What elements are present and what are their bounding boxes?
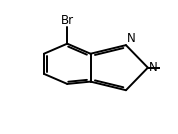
Text: Br: Br xyxy=(61,14,74,27)
Text: N: N xyxy=(149,61,158,74)
Text: N: N xyxy=(127,32,136,45)
